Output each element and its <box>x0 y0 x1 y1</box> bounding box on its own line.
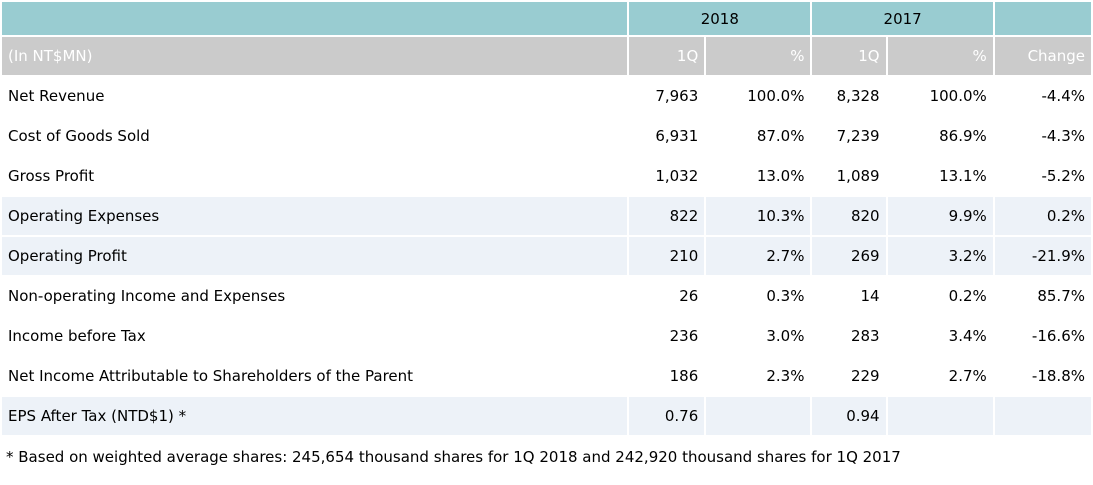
value-cell: 0.76 <box>629 397 705 435</box>
value-cell: 14 <box>812 277 886 315</box>
row-label: Operating Profit <box>2 237 628 275</box>
year-header-row: 2018 2017 <box>2 2 1091 35</box>
value-cell: 10.3% <box>706 197 811 235</box>
value-cell: 3.2% <box>887 237 993 275</box>
value-cell: 6,931 <box>629 117 705 155</box>
row-label: Income before Tax <box>2 317 628 355</box>
col-header-change: Change <box>994 37 1091 75</box>
value-cell: 3.0% <box>706 317 811 355</box>
value-cell: -4.3% <box>994 117 1091 155</box>
year-header-2018: 2018 <box>629 2 811 35</box>
value-cell: 13.1% <box>887 157 993 195</box>
col-header-1q-2017: 1Q <box>812 37 886 75</box>
col-header-pct-2018: % <box>706 37 811 75</box>
table-row-eps: EPS After Tax (NTD$1) * 0.76 0.94 <box>2 397 1091 435</box>
income-statement-table: 2018 2017 (In NT$MN) 1Q % 1Q % Change Ne… <box>0 0 1093 437</box>
value-cell: 229 <box>812 357 886 395</box>
value-cell: 26 <box>629 277 705 315</box>
value-cell: 0.2% <box>994 197 1091 235</box>
value-cell: 269 <box>812 237 886 275</box>
value-cell: -4.4% <box>994 77 1091 115</box>
value-cell: 100.0% <box>887 77 993 115</box>
row-label: Net Income Attributable to Shareholders … <box>2 357 628 395</box>
value-cell: -18.8% <box>994 357 1091 395</box>
value-cell: 283 <box>812 317 886 355</box>
col-header-pct-2017: % <box>887 37 993 75</box>
value-cell: 1,032 <box>629 157 705 195</box>
value-cell: 236 <box>629 317 705 355</box>
value-cell: 0.2% <box>887 277 993 315</box>
value-cell: 210 <box>629 237 705 275</box>
row-label: Operating Expenses <box>2 197 628 235</box>
row-label: Cost of Goods Sold <box>2 117 628 155</box>
table-row-non-operating: Non-operating Income and Expenses 26 0.3… <box>2 277 1091 315</box>
row-label: Non-operating Income and Expenses <box>2 277 628 315</box>
year-header-spacer <box>2 2 628 35</box>
table-row-operating-expenses: Operating Expenses 822 10.3% 820 9.9% 0.… <box>2 197 1091 235</box>
table-row-operating-profit: Operating Profit 210 2.7% 269 3.2% -21.9… <box>2 237 1091 275</box>
value-cell: 87.0% <box>706 117 811 155</box>
year-header-change-spacer <box>994 2 1091 35</box>
value-cell: 822 <box>629 197 705 235</box>
row-label: Net Revenue <box>2 77 628 115</box>
value-cell <box>994 397 1091 435</box>
value-cell: 0.3% <box>706 277 811 315</box>
column-header-row: (In NT$MN) 1Q % 1Q % Change <box>2 37 1091 75</box>
footnote: * Based on weighted average shares: 245,… <box>6 448 901 466</box>
value-cell: 820 <box>812 197 886 235</box>
value-cell: 9.9% <box>887 197 993 235</box>
table-row-cogs: Cost of Goods Sold 6,931 87.0% 7,239 86.… <box>2 117 1091 155</box>
value-cell: 100.0% <box>706 77 811 115</box>
table-row-income-before-tax: Income before Tax 236 3.0% 283 3.4% -16.… <box>2 317 1091 355</box>
row-label: Gross Profit <box>2 157 628 195</box>
value-cell <box>706 397 811 435</box>
value-cell <box>887 397 993 435</box>
value-cell: 1,089 <box>812 157 886 195</box>
value-cell: 2.7% <box>887 357 993 395</box>
table-row-net-revenue: Net Revenue 7,963 100.0% 8,328 100.0% -4… <box>2 77 1091 115</box>
value-cell: 13.0% <box>706 157 811 195</box>
value-cell: 7,963 <box>629 77 705 115</box>
value-cell: 3.4% <box>887 317 993 355</box>
unit-label: (In NT$MN) <box>2 37 628 75</box>
value-cell: -16.6% <box>994 317 1091 355</box>
value-cell: 85.7% <box>994 277 1091 315</box>
col-header-1q-2018: 1Q <box>629 37 705 75</box>
row-label: EPS After Tax (NTD$1) * <box>2 397 628 435</box>
year-header-2017: 2017 <box>812 2 993 35</box>
value-cell: 0.94 <box>812 397 886 435</box>
value-cell: 8,328 <box>812 77 886 115</box>
value-cell: 7,239 <box>812 117 886 155</box>
table-row-net-income: Net Income Attributable to Shareholders … <box>2 357 1091 395</box>
table-row-gross-profit: Gross Profit 1,032 13.0% 1,089 13.1% -5.… <box>2 157 1091 195</box>
value-cell: 186 <box>629 357 705 395</box>
value-cell: 2.7% <box>706 237 811 275</box>
value-cell: 2.3% <box>706 357 811 395</box>
value-cell: -5.2% <box>994 157 1091 195</box>
value-cell: 86.9% <box>887 117 993 155</box>
value-cell: -21.9% <box>994 237 1091 275</box>
